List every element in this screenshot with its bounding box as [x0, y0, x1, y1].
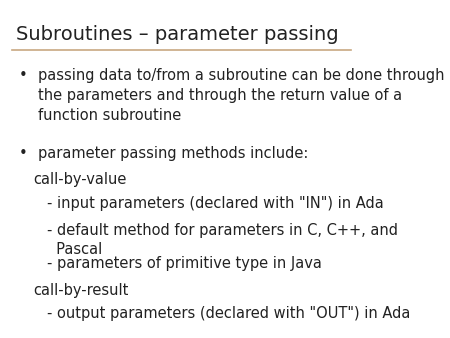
Text: - output parameters (declared with "OUT") in Ada: - output parameters (declared with "OUT"… — [47, 307, 411, 321]
Text: - default method for parameters in C, C++, and
  Pascal: - default method for parameters in C, C+… — [47, 223, 398, 258]
Text: - parameters of primitive type in Java: - parameters of primitive type in Java — [47, 256, 322, 271]
Text: •: • — [19, 68, 28, 83]
Text: parameter passing methods include:: parameter passing methods include: — [38, 146, 309, 161]
Text: •: • — [19, 146, 28, 161]
Text: Subroutines – parameter passing: Subroutines – parameter passing — [15, 25, 338, 44]
Text: - input parameters (declared with "IN") in Ada: - input parameters (declared with "IN") … — [47, 196, 384, 211]
Text: passing data to/from a subroutine can be done through
the parameters and through: passing data to/from a subroutine can be… — [38, 68, 445, 123]
Text: call-by-result: call-by-result — [33, 283, 129, 298]
Text: call-by-value: call-by-value — [33, 172, 126, 187]
